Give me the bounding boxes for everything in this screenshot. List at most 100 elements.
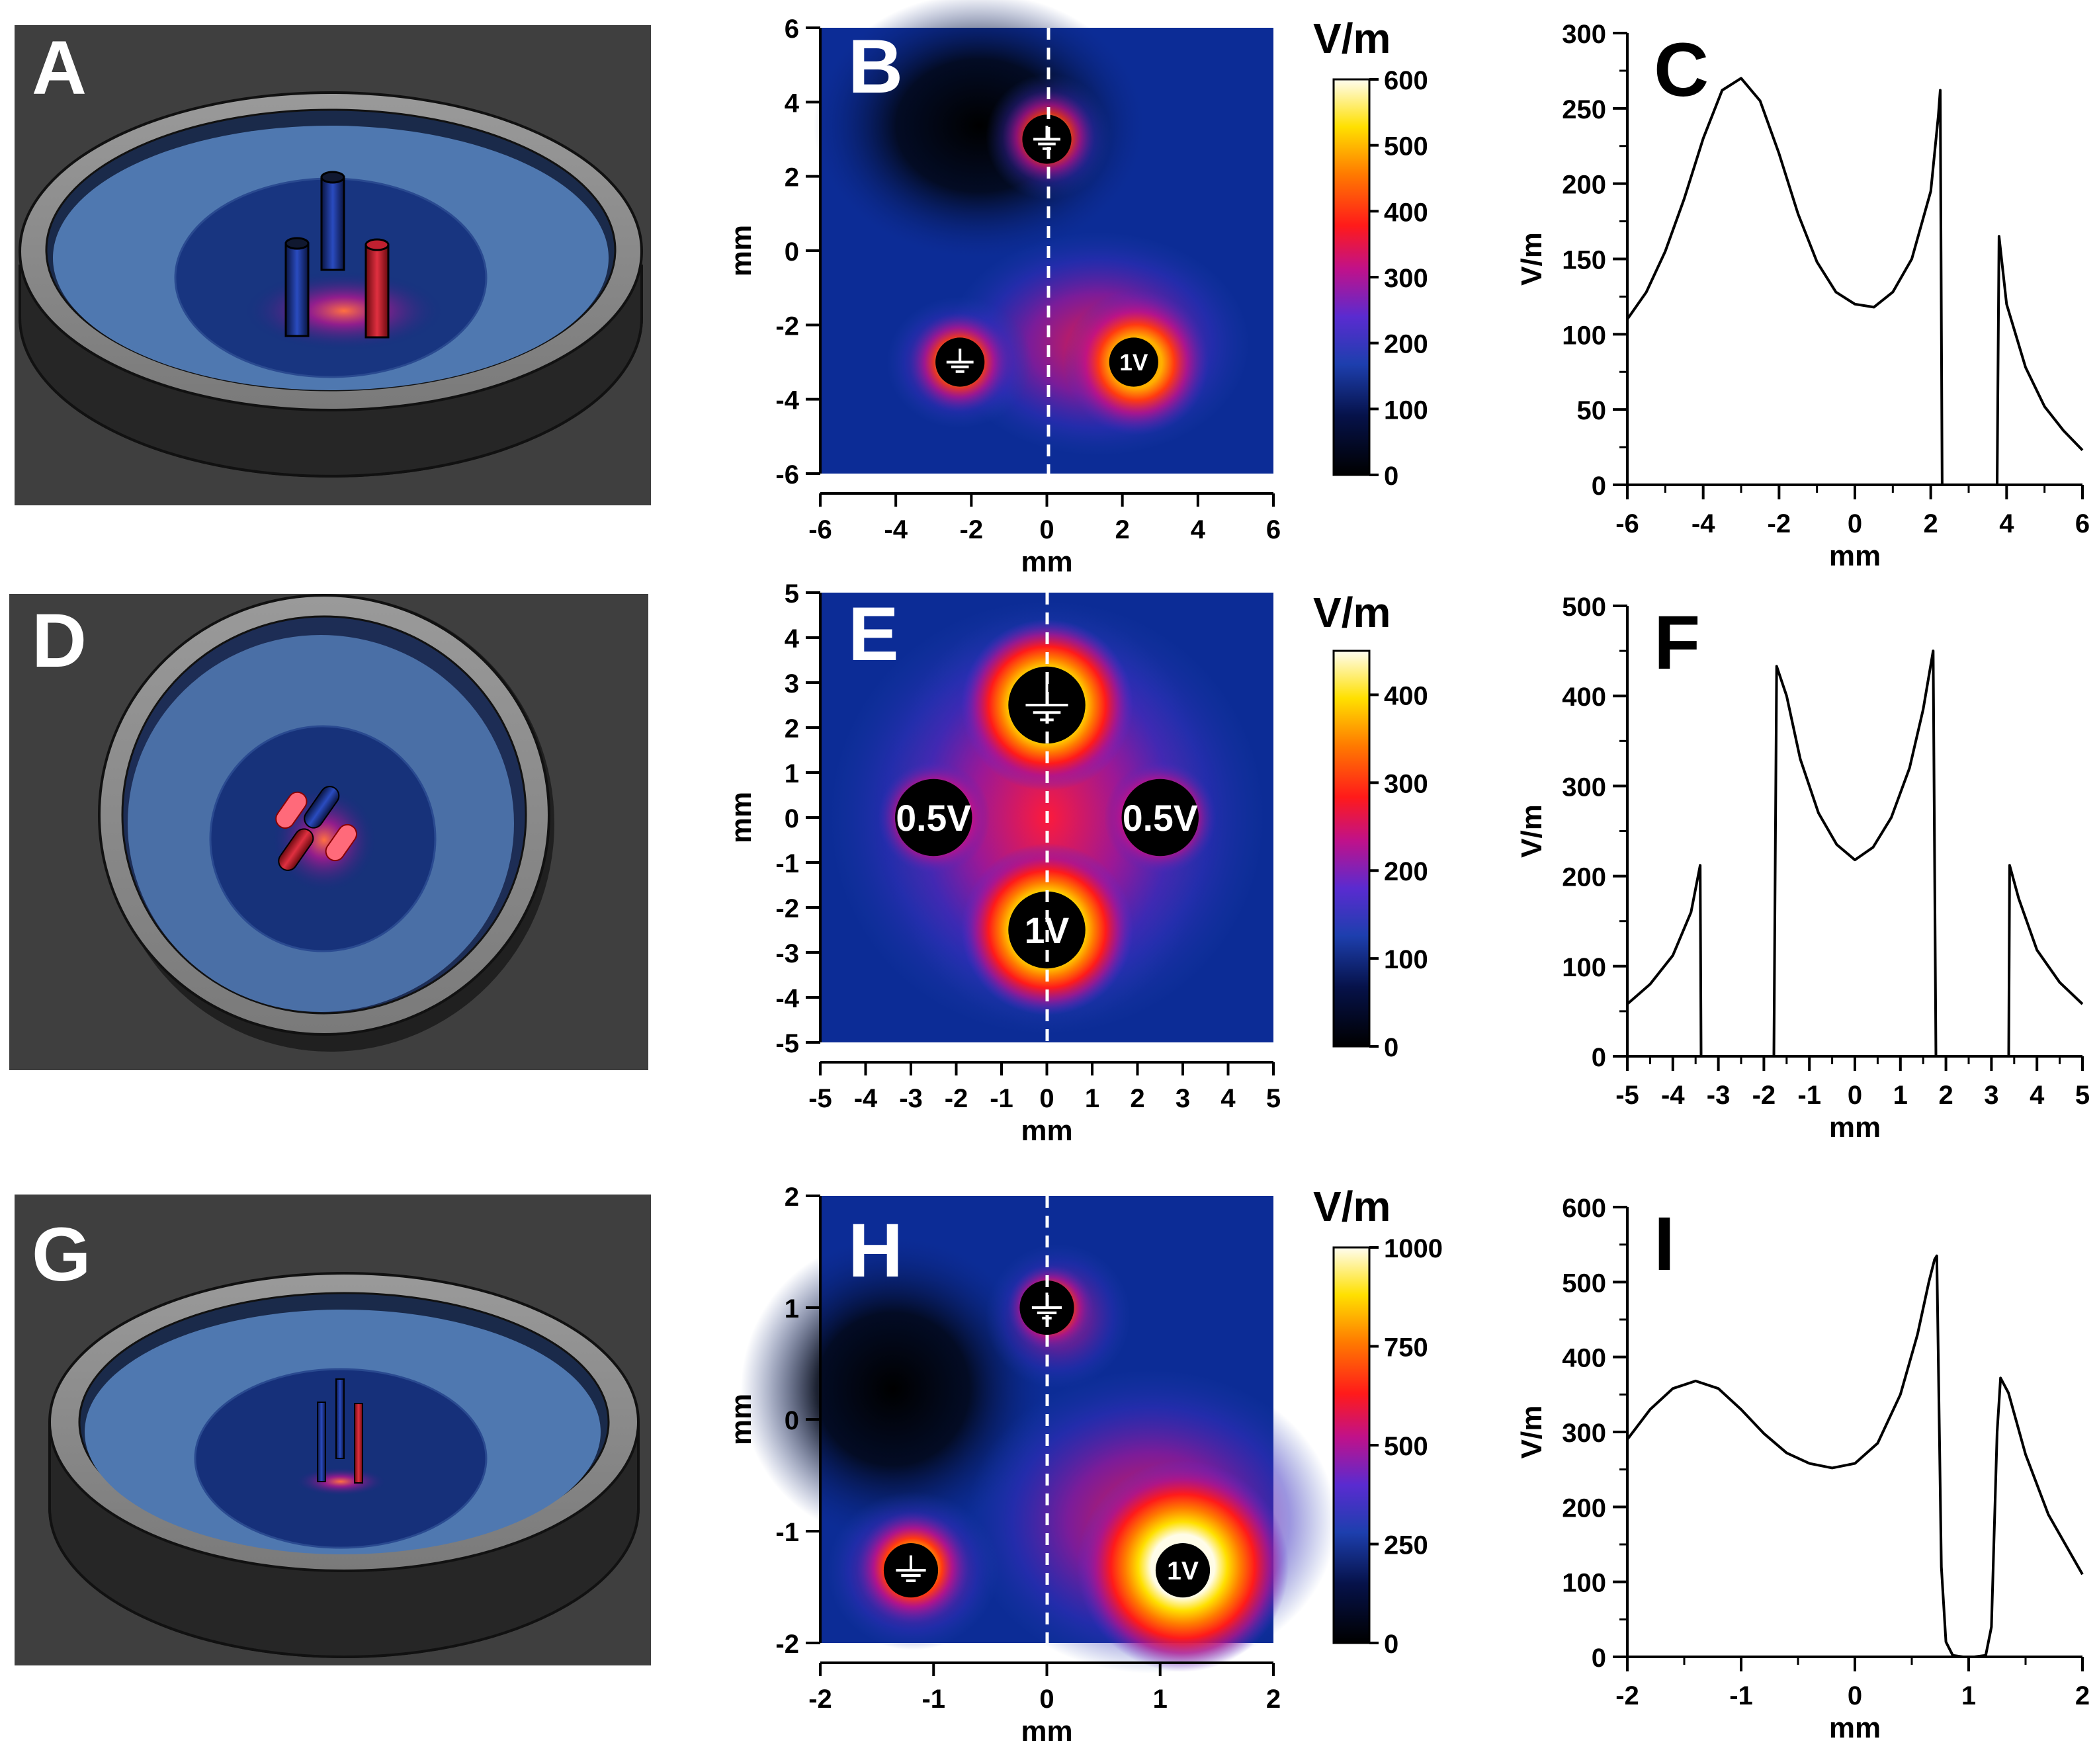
y-tick-label: -4	[775, 984, 799, 1013]
y-tick-label: 4	[785, 89, 800, 118]
x-axis-label: mm	[1021, 1114, 1072, 1147]
panel-label-a: A	[32, 26, 87, 110]
x-tick-label: 2	[1266, 1685, 1281, 1714]
y-tick-label: 400	[1562, 683, 1606, 712]
colorbar-tick-label: 200	[1384, 857, 1428, 886]
line-chart-c: -6 -4 -2 0 2 4 6 0 50 100 150 200 250 300 mm V/m C	[1516, 20, 2090, 572]
x-tick-label: -1	[990, 1084, 1013, 1113]
y-axis-label: V/m	[1516, 232, 1548, 286]
x-tick-label: 4	[1191, 515, 1206, 544]
y-tick-label: -5	[775, 1029, 799, 1058]
colorbar-tick-label: 0	[1384, 462, 1398, 491]
y-tick-label: 300	[1562, 1419, 1606, 1448]
x-tick-label: 2	[1130, 1084, 1144, 1113]
x-tick-label: -2	[960, 515, 984, 544]
x-tick-label: 1	[1153, 1685, 1168, 1714]
x-tick-label: -2	[1752, 1081, 1776, 1110]
x-tick-label: -6	[1615, 509, 1639, 538]
x-tick-label: -5	[808, 1084, 832, 1113]
heatmap-h: 1V H	[741, 1196, 1336, 1673]
colorbar-tick-label: 600	[1384, 66, 1428, 95]
electrode-0.5V	[895, 778, 972, 857]
electrode-1V	[1155, 1543, 1211, 1598]
electrode-1V	[1109, 337, 1158, 387]
x-axis-label: mm	[1021, 1715, 1072, 1747]
x-tick-label: 1	[1893, 1081, 1908, 1110]
colorbar-tick-label: 0	[1384, 1033, 1398, 1062]
y-tick-label: 200	[1562, 1493, 1606, 1523]
x-tick-label: -2	[808, 1685, 832, 1714]
colorbar-tick-label: 1000	[1384, 1234, 1443, 1263]
y-tick-label: 400	[1562, 1344, 1606, 1373]
x-tick-label: -2	[945, 1084, 968, 1113]
y-tick-label: -4	[775, 386, 799, 415]
colorbar-tick-label: 500	[1384, 1432, 1428, 1461]
y-tick-label: 0	[785, 1406, 799, 1435]
colorbar-unit-h: V/m	[1313, 1183, 1391, 1230]
line-chart-i: -2 -1 0 1 2 0 100 200 300 400 500 600 mm V/m I	[1516, 1194, 2090, 1744]
panel-g-3d-dish: G	[15, 1195, 651, 1665]
x-tick-label: -4	[884, 515, 908, 544]
x-tick-label: 3	[1984, 1081, 1998, 1110]
panel-label-d: D	[32, 599, 87, 683]
x-tick-label: -5	[1615, 1081, 1639, 1110]
panel-d-3d-dish: D	[9, 594, 648, 1070]
y-tick-label: -2	[775, 312, 799, 341]
x-tick-label: -1	[921, 1685, 945, 1714]
electrode-label: 0.5V	[1123, 798, 1198, 839]
y-axis-label: mm	[725, 1394, 757, 1445]
colorbar-unit-e: V/m	[1313, 589, 1391, 636]
y-tick-label: 2	[785, 163, 799, 192]
colorbar-tick-label: 500	[1384, 132, 1428, 161]
y-tick-label: 500	[1562, 593, 1606, 622]
x-tick-label: -3	[899, 1084, 923, 1113]
colorbar-tick-label: 200	[1384, 330, 1428, 359]
y-tick-label: -2	[775, 894, 799, 923]
y-tick-label: 300	[1562, 20, 1606, 49]
y-tick-label: 50	[1577, 396, 1607, 425]
x-tick-label: 5	[2075, 1081, 2090, 1110]
y-tick-label: 250	[1562, 95, 1606, 124]
x-axis-label: mm	[1829, 540, 1881, 572]
colorbar-tick-label: 400	[1384, 681, 1428, 710]
y-tick-label: 600	[1562, 1194, 1606, 1223]
y-tick-label: -6	[775, 460, 799, 489]
y-tick-label: 0	[785, 237, 799, 267]
colorbar-unit-b: V/m	[1313, 15, 1391, 62]
x-tick-label: 2	[1938, 1081, 1953, 1110]
x-axis-label: mm	[1829, 1712, 1881, 1744]
y-tick-label: -1	[775, 1518, 799, 1547]
panel-label: I	[1654, 1202, 1675, 1286]
series-line	[1626, 650, 2084, 1058]
ground-icon	[896, 1555, 926, 1582]
colorbar-tick-label: 100	[1384, 396, 1428, 425]
electrode-label: 0.5V	[896, 798, 971, 839]
y-tick-label: -1	[775, 849, 799, 878]
y-axis-label: V/m	[1516, 804, 1548, 858]
y-tick-label: 0	[1592, 1644, 1606, 1673]
panel-label-b: B	[848, 24, 903, 109]
y-tick-label: 1	[785, 1294, 799, 1323]
y-tick-label: 300	[1562, 773, 1606, 802]
y-tick-label: 0	[785, 804, 799, 833]
y-tick-label: 0	[1592, 1043, 1606, 1072]
x-tick-label: -1	[1797, 1081, 1821, 1110]
x-tick-label: -1	[1729, 1681, 1753, 1710]
x-tick-label: 2	[1924, 509, 1938, 538]
colorbar-tick-label: 100	[1384, 945, 1428, 974]
x-tick-label: 6	[1266, 515, 1281, 544]
y-tick-label: 100	[1562, 1569, 1606, 1598]
panel-a-3d-dish: A	[15, 25, 651, 505]
panel-label-h: H	[848, 1208, 903, 1293]
x-tick-label: 3	[1176, 1084, 1190, 1113]
y-tick-label: 150	[1562, 246, 1606, 275]
x-tick-label: 5	[1266, 1084, 1281, 1113]
heatmap-b: 1V B	[814, 0, 1273, 474]
y-tick-label: 4	[785, 624, 800, 653]
colorbar-tick-label: 300	[1384, 769, 1428, 798]
colorbar-tick-label: 750	[1384, 1333, 1428, 1363]
y-axis-label: mm	[725, 792, 757, 843]
x-tick-label: 0	[1039, 1685, 1054, 1714]
y-tick-label: 5	[785, 579, 799, 609]
